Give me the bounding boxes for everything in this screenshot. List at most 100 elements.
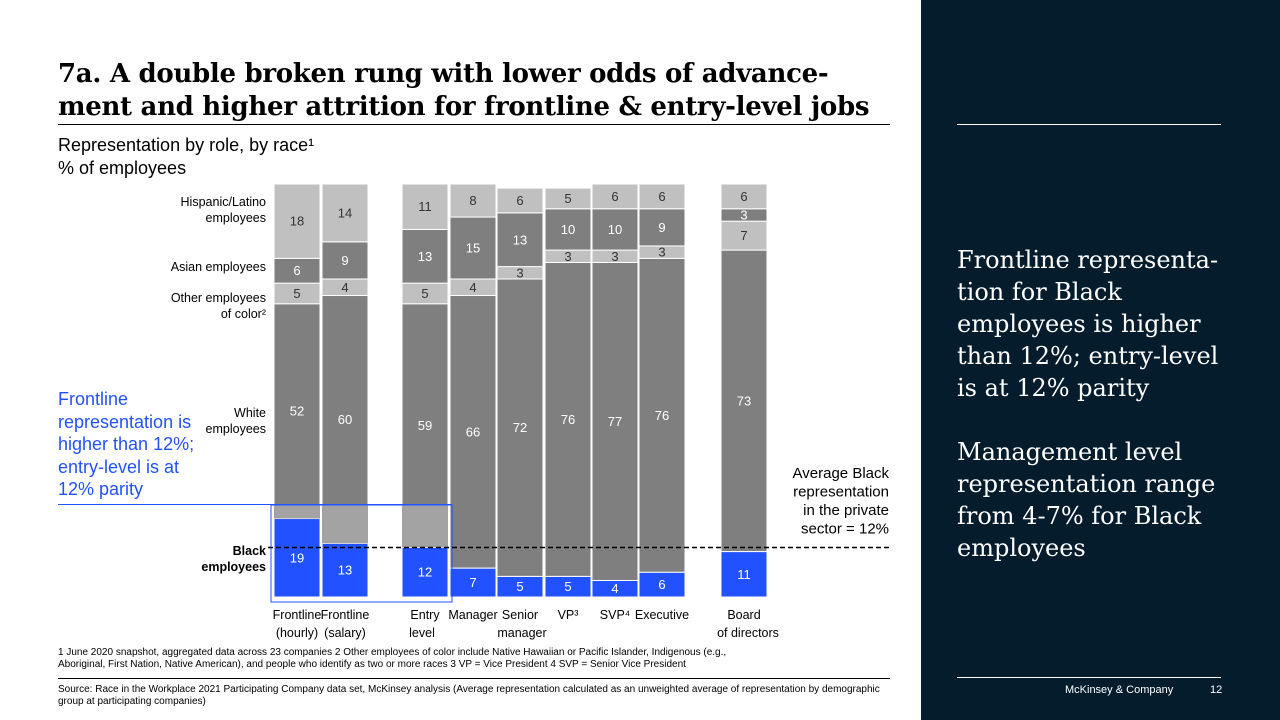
bar-segment	[544, 261, 592, 577]
bar-segment	[496, 212, 544, 268]
category-label: level	[409, 626, 435, 640]
reference-line-label: representation	[793, 484, 889, 501]
category-label: Frontline	[273, 608, 322, 622]
data-label: 11	[737, 567, 751, 582]
series-label-black: Black	[233, 544, 266, 558]
source-note: Source: Race in the Workplace 2021 Parti…	[58, 684, 880, 707]
series-label-other: of color²	[221, 307, 266, 321]
chart-subtitle: Representation by role, by race¹ % of em…	[58, 134, 314, 180]
source-divider	[58, 678, 890, 679]
data-label: 5	[293, 286, 300, 301]
page-title: 7a. A double broken rung with lower odds…	[58, 59, 870, 122]
data-label: 3	[564, 249, 571, 264]
footnote-line-1: 1 June 2020 snapshot, aggregated data ac…	[58, 647, 727, 658]
data-label: 6	[658, 189, 665, 204]
bar-segment	[591, 183, 639, 210]
data-label: 10	[608, 222, 622, 237]
category-label: Senior	[502, 608, 538, 622]
data-label: 7	[740, 228, 747, 243]
bar-segment	[496, 187, 544, 214]
data-label: 9	[341, 253, 348, 268]
brand-name: McKinsey & Company	[1065, 684, 1174, 696]
data-label: 76	[561, 412, 575, 427]
data-label: 19	[290, 550, 304, 565]
series-label-white: employees	[206, 422, 266, 436]
data-label: 73	[737, 393, 751, 408]
bar-segment	[638, 571, 686, 598]
series-label-other: Other employees	[171, 291, 266, 305]
data-label: 52	[290, 404, 304, 419]
bar-segment	[449, 183, 497, 218]
data-label: 76	[655, 408, 669, 423]
bar-segment	[321, 542, 369, 598]
data-label: 6	[658, 577, 665, 592]
data-label: 10	[561, 222, 575, 237]
bar-segment	[720, 249, 768, 553]
data-label: 5	[564, 191, 571, 206]
bar-segment	[273, 183, 321, 259]
data-label: 4	[341, 280, 348, 295]
category-label: (hourly)	[276, 626, 318, 640]
bar-segment	[321, 241, 369, 280]
category-label: Executive	[635, 608, 689, 622]
bar-segment	[591, 261, 639, 581]
category-label: manager	[497, 626, 546, 640]
footnote-line-2: Aboriginal, First Nation, Native America…	[58, 659, 686, 670]
bar-highlight-shade	[402, 505, 448, 548]
title-divider	[58, 124, 890, 125]
data-label: 5	[421, 286, 428, 301]
bar-segment	[321, 183, 369, 243]
reference-line-label: sector = 12%	[801, 521, 889, 538]
data-label: 6	[740, 189, 747, 204]
category-label: Frontline	[321, 608, 370, 622]
page-number: 12	[1210, 684, 1223, 696]
data-label: 13	[418, 249, 432, 264]
data-label: 8	[469, 193, 476, 208]
data-label: 12	[418, 565, 432, 580]
data-label: 66	[466, 424, 480, 439]
series-label-asian: Asian employees	[171, 260, 266, 274]
bar-segment	[273, 303, 321, 520]
takeaway-panel: Frontline representa­tion for Black empl…	[921, 0, 1280, 720]
data-label: 6	[516, 193, 523, 208]
footnotes: 1 June 2020 snapshot, aggregated data ac…	[58, 647, 828, 671]
bar-segment	[720, 220, 768, 251]
data-label: 77	[608, 414, 622, 429]
data-label: 3	[658, 245, 665, 260]
bar-segment	[544, 208, 592, 251]
series-label-hispanic: Hispanic/Latino	[181, 195, 267, 209]
data-label: 5	[564, 579, 571, 594]
data-label: 6	[293, 263, 300, 278]
reference-line-label: in the private	[803, 502, 889, 519]
stacked-bar-chart: 19525618Frontline(hourly)13604914Frontli…	[58, 183, 890, 640]
panel-divider-bottom	[957, 677, 1221, 678]
bar-segment	[720, 183, 768, 210]
subtitle-line-1: Representation by role, by race¹	[58, 135, 315, 155]
category-label: Board	[727, 608, 760, 622]
panel-paragraph-management: Management level representation range fr…	[957, 438, 1216, 562]
data-label: 14	[338, 205, 352, 220]
data-label: 18	[290, 214, 304, 229]
data-label: 60	[338, 412, 352, 427]
bar-highlight-shade	[322, 505, 368, 544]
bar-segment	[273, 518, 321, 598]
bar-segment	[544, 187, 592, 210]
data-label: 7	[469, 575, 476, 590]
category-label: SVP⁴	[600, 608, 630, 622]
bar-segment	[273, 257, 321, 284]
data-label: 3	[740, 207, 747, 222]
reference-line-label: Average Black	[793, 465, 890, 482]
data-label: 11	[418, 199, 432, 214]
data-label: 3	[516, 265, 523, 280]
bar-segment	[401, 183, 449, 230]
data-label: 4	[469, 280, 476, 295]
panel-divider-top	[957, 124, 1221, 125]
category-label: Entry	[410, 608, 440, 622]
data-label: 5	[516, 579, 523, 594]
data-label: 3	[611, 249, 618, 264]
bar-segment	[401, 546, 449, 598]
series-label-white: White	[234, 406, 266, 420]
data-label: 4	[611, 581, 618, 596]
bar-segment	[591, 208, 639, 251]
data-label: 13	[338, 563, 352, 578]
